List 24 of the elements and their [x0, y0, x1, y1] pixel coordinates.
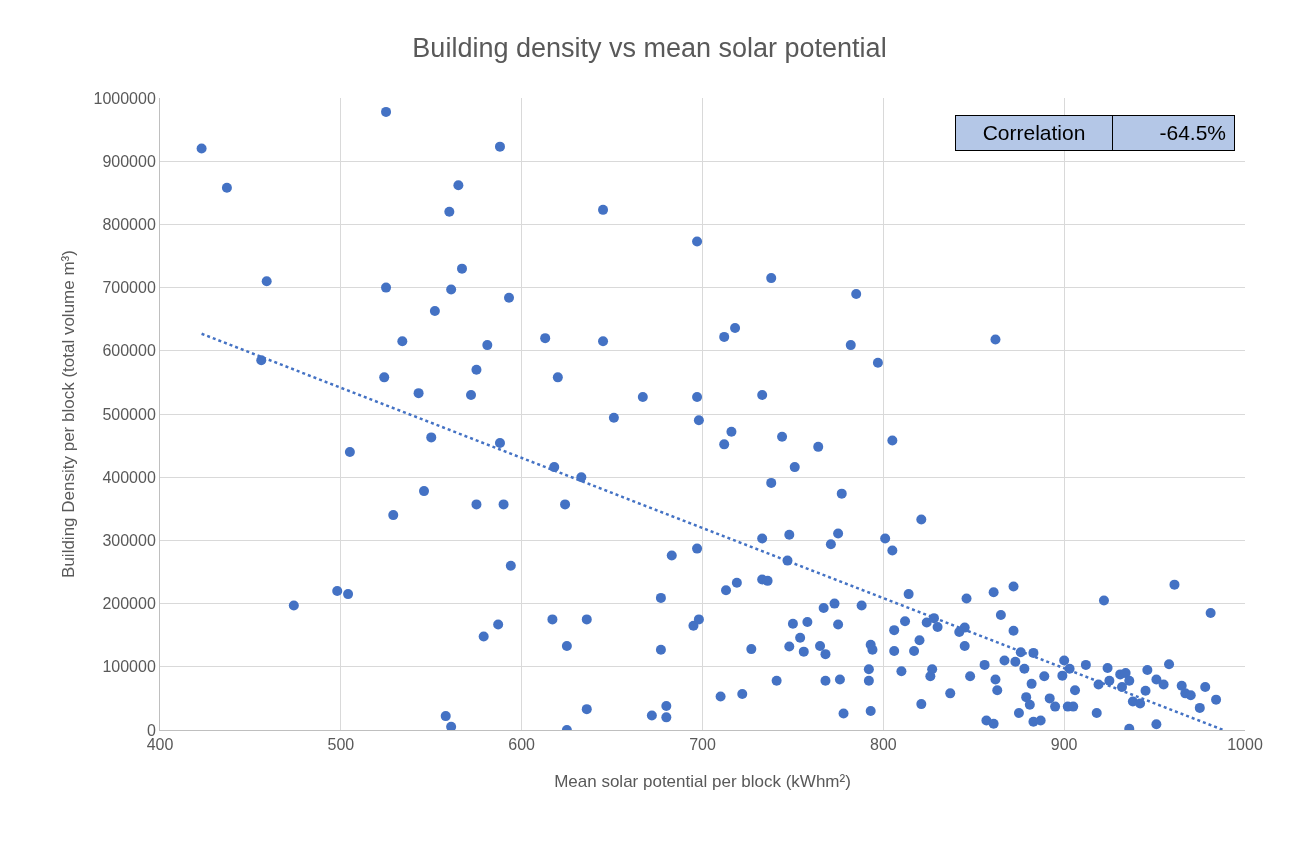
x-tick-label: 700 — [689, 736, 716, 754]
x-tick-label: 800 — [869, 736, 897, 754]
x-axis-title: Mean solar potential per block (kWhm²) — [554, 771, 851, 791]
x-tick-label: 1000 — [1227, 736, 1263, 754]
x-tick-label: 900 — [1050, 736, 1078, 754]
y-axis-title: Building Density per block (total volume m³) — [59, 250, 79, 578]
y-tick-label: 600000 — [102, 342, 156, 360]
y-tick-label: 300000 — [102, 532, 156, 549]
y-tick-label: 800000 — [102, 216, 156, 233]
y-tick-label: 200000 — [102, 595, 156, 613]
y-tick-label: 700000 — [102, 279, 156, 297]
annotation: -64.5% — [1158, 120, 1227, 146]
y-tick-label: 0 — [146, 721, 156, 739]
annotation: Correlation — [956, 116, 1113, 150]
y-tick-label: 100000 — [102, 658, 156, 676]
chart-title: Building density vs mean solar potential — [412, 32, 887, 63]
y-tick-label: 900000 — [102, 152, 156, 170]
y-tick-label: 400000 — [102, 468, 156, 486]
x-tick-label: 500 — [327, 736, 355, 754]
x-tick-label: 400 — [146, 736, 174, 754]
correlation-table: Correlation -64.5% — [955, 115, 1235, 151]
x-tick-label: 600 — [508, 736, 536, 754]
y-tick-label: 1000000 — [93, 89, 156, 107]
y-tick-label: 500000 — [102, 405, 156, 423]
